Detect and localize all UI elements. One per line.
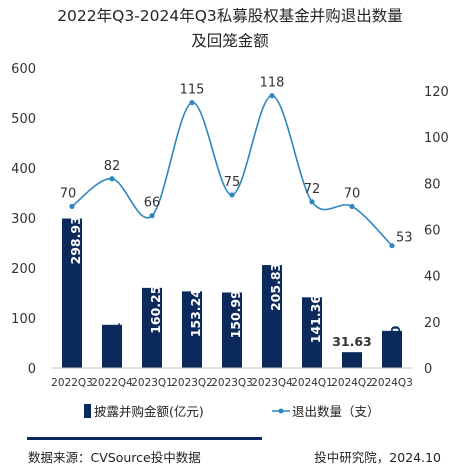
line-point	[149, 213, 155, 219]
chart-title-line2: 及回笼金额	[191, 32, 269, 50]
x-axis-ticks: 2022Q32022Q42023Q12023Q22023Q32023Q42024…	[51, 377, 413, 389]
bar-value-label: 205.83	[268, 263, 283, 311]
bar-value-label: 31.63	[332, 334, 372, 349]
x-tick-label: 2024Q3	[371, 377, 413, 389]
legend-line-label: 退出数量（支）	[292, 404, 380, 419]
line-value-label: 118	[260, 76, 285, 91]
legend-bar-label: 披露并购金额(亿元)	[94, 404, 204, 419]
line-point	[189, 100, 195, 106]
right-y-axis: 0 20 40 60 80 100 120	[424, 85, 449, 377]
left-tick-label: 200	[11, 262, 36, 277]
line-point	[349, 203, 355, 210]
line-value-label: 75	[224, 175, 241, 190]
x-tick-label: 2022Q4	[91, 377, 133, 389]
legend: 披露并购金额(亿元) 退出数量（支）	[84, 404, 380, 419]
line-value-label: 82	[104, 159, 121, 174]
line-point	[389, 243, 395, 249]
line-point	[229, 192, 235, 198]
bar	[182, 291, 202, 368]
left-tick-label: 300	[11, 212, 36, 227]
bar	[102, 324, 122, 368]
bar-value-label: 150.99	[228, 290, 243, 338]
bar	[222, 292, 242, 368]
chart-title-line1: 2022年Q3-2024年Q3私募股权基金并购退出数量	[57, 7, 403, 25]
left-tick-label: 600	[11, 62, 36, 77]
legend-line-marker	[278, 408, 284, 414]
line-value-label: 70	[344, 186, 361, 201]
x-tick-label: 2024Q1	[291, 377, 333, 389]
bar-value-label: 160.25	[148, 286, 163, 334]
left-tick-label: 100	[11, 312, 36, 327]
bar	[142, 287, 162, 368]
bar	[62, 218, 82, 368]
x-tick-label: 2023Q1	[131, 377, 173, 389]
right-tick-label: 60	[424, 224, 441, 239]
bar	[302, 297, 322, 368]
left-tick-label: 0	[28, 362, 36, 377]
x-tick-label: 2022Q3	[51, 377, 93, 389]
x-tick-label: 2023Q3	[211, 377, 253, 389]
bar-value-label: 153.24	[188, 289, 203, 338]
x-tick-label: 2023Q4	[251, 377, 293, 389]
bar	[342, 352, 362, 368]
bar-series: 298.93 86.41 160.25 153.24 150.99 205.83 141.3…	[62, 216, 403, 368]
right-tick-label: 120	[424, 85, 449, 100]
left-tick-label: 500	[11, 112, 36, 127]
line-value-label: 70	[60, 186, 77, 201]
legend-bar-swatch	[84, 404, 91, 418]
line-value-label: 66	[144, 196, 161, 211]
bar-value-label: 141.36	[308, 295, 323, 344]
line-point	[69, 203, 75, 210]
x-tick-label: 2024Q2	[331, 377, 373, 389]
footer-source: 数据来源：CVSource投中数据	[28, 450, 201, 465]
line-point	[109, 176, 115, 182]
right-tick-label: 80	[424, 177, 441, 192]
footer-accent-bar	[27, 437, 262, 440]
line-value-label: 72	[304, 182, 321, 197]
line-series: 70 82 66 115 75 118 72 70 53	[60, 76, 413, 249]
bar	[262, 265, 282, 368]
bar-value-label: 86.41	[108, 323, 123, 363]
line-value-label: 115	[180, 83, 205, 98]
line-point	[309, 199, 315, 205]
line-value-label: 53	[396, 231, 413, 246]
left-y-axis: 0 100 200 300 400 500 600	[11, 62, 36, 377]
right-tick-label: 100	[424, 131, 449, 146]
left-tick-label: 400	[11, 162, 36, 177]
right-tick-label: 0	[424, 362, 432, 377]
right-tick-label: 40	[424, 270, 441, 285]
bar-value-label: 298.93	[68, 216, 83, 264]
footer-publisher: 投中研究院，2024.10	[314, 450, 441, 465]
line-point	[269, 93, 275, 99]
right-tick-label: 20	[424, 316, 441, 331]
bar	[382, 330, 402, 368]
x-tick-label: 2023Q2	[171, 377, 213, 389]
bar-value-label: 74.30	[388, 325, 403, 365]
